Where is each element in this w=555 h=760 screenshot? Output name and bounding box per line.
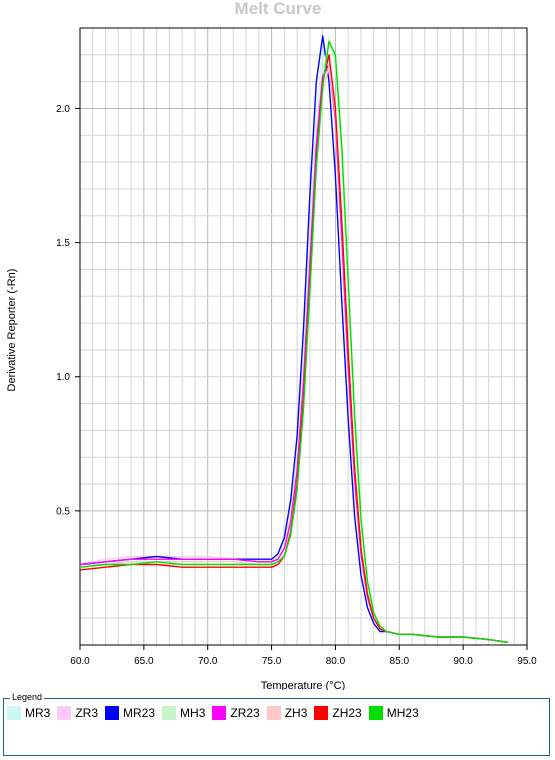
legend-item-mr23: MR23 [105,706,155,720]
melt-curve-chart: Melt Curve 60.0 65.0 70.0 75.0 80.0 85.0 90.0 9… [6,0,537,690]
legend-swatch [7,706,21,720]
legend-label: ZH23 [332,706,362,720]
legend-swatch [212,706,227,720]
legend-label: MH23 [386,706,419,720]
legend-label: ZR23 [230,706,260,720]
legend-swatch [368,706,383,720]
legend-swatch [266,706,281,720]
legend-item-mr3: MR3 [7,706,50,720]
legend-item-zh23: ZH23 [314,706,362,720]
legend-item-zr3: ZR3 [57,706,98,720]
legend-item-mh23: MH23 [368,706,419,720]
legend-label: MR23 [123,706,156,720]
legend-panel [3,698,550,756]
chart-title: Melt Curve [235,0,322,18]
x-axis-label: Temperature (°C) [261,680,345,690]
x-tick-label: 80.0 [326,656,346,667]
x-tick-label: 90.0 [453,656,473,667]
x-tick-label: 70.0 [198,656,218,667]
legend-label: ZH3 [284,706,308,720]
y-tick-label: 1.0 [56,372,70,383]
x-tick-label: 60.0 [70,656,90,667]
y-tick-label: 2.0 [56,104,70,115]
x-tick-label: 75.0 [262,656,282,667]
x-tick-label: 65.0 [134,656,154,667]
legend-label: MH3 [180,706,206,720]
x-tick-label: 95.0 [517,656,537,667]
series-line-mh23 [79,40,508,643]
legend-item-zr23: ZR23 [212,706,260,720]
legend-title: Legend [10,692,45,702]
x-axis-ticks: 60.0 65.0 70.0 75.0 80.0 85.0 90.0 95.0 [70,645,537,667]
plot-area-border [79,27,528,646]
y-axis-ticks: 0.5 1.0 1.5 2.0 [56,104,80,517]
x-tick-label: 85.0 [390,656,410,667]
y-tick-label: 0.5 [56,506,70,517]
legend-label: MR3 [25,706,51,720]
legend-label: ZR3 [75,706,99,720]
legend-swatch [105,706,120,720]
legend-items: MR3 ZR3 MR23 MH3 ZR23 ZH3 ZH23 MH23 [7,706,426,720]
legend-swatch [162,706,177,720]
series-lines [79,35,508,643]
y-tick-label: 1.5 [56,238,70,249]
legend-swatch [57,706,72,720]
legend-swatch [314,706,329,720]
legend-item-zh3: ZH3 [266,706,308,720]
legend-item-mh3: MH3 [162,706,205,720]
y-axis-label: Derivative Reporter (-Rn) [6,269,18,392]
grid [80,28,527,645]
